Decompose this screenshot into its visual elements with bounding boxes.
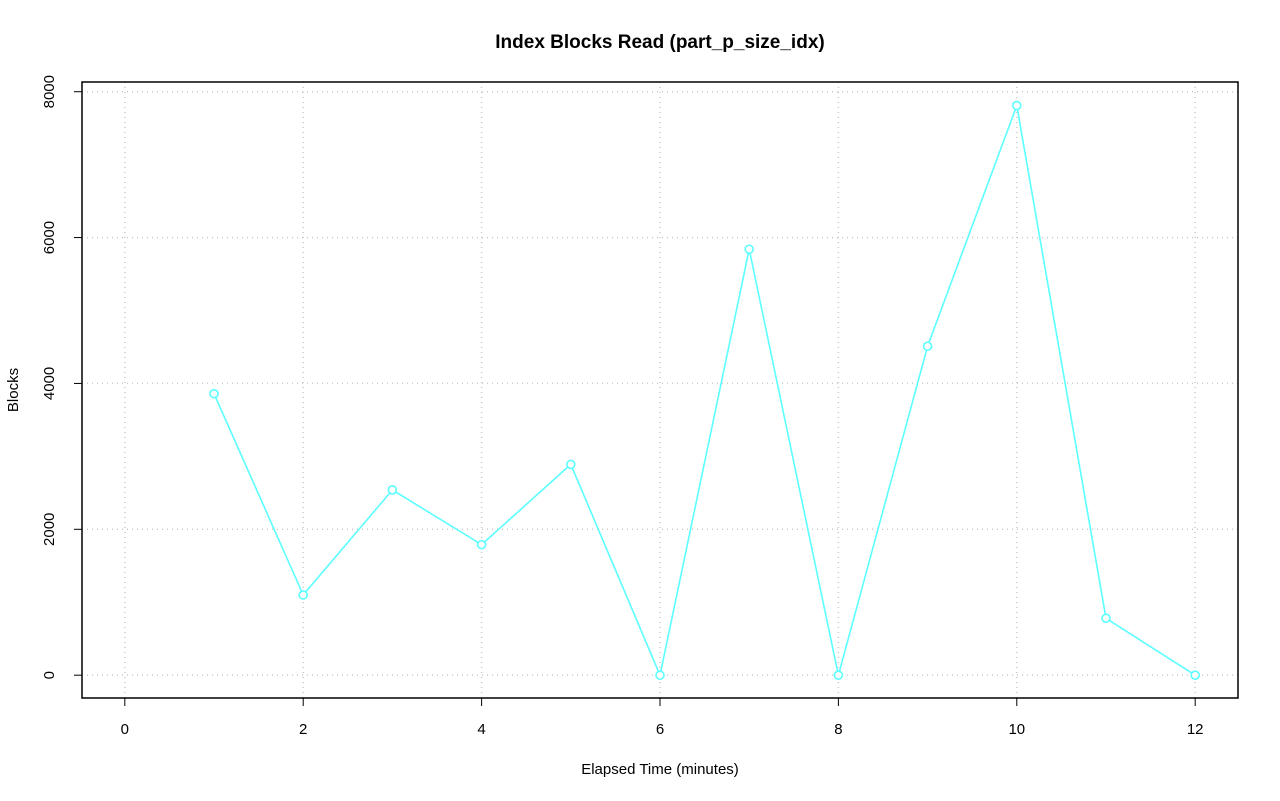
y-tick-label: 6000 [41,221,58,254]
x-tick-label: 2 [299,721,307,738]
y-axis-label: Blocks [5,368,22,412]
data-point [1190,670,1200,680]
data-point [387,485,398,495]
y-tick-label: 2000 [41,513,58,546]
x-tick-label: 12 [1187,721,1204,738]
data-point [1011,100,1022,111]
plot-frame [81,81,1239,699]
data-point [833,670,844,680]
x-tick-label: 0 [121,721,129,738]
y-tick-label: 8000 [41,75,58,108]
x-axis-label: Elapsed Time (minutes) [581,761,739,778]
data-point [655,670,665,680]
x-tick-label: 6 [656,721,664,738]
data-point [922,341,933,352]
x-tick-label: 10 [1008,721,1025,738]
data-point [476,539,487,550]
data-point [566,459,576,470]
y-tick-label: 0 [41,671,58,679]
data-point [298,590,309,600]
data-point [1101,613,1111,624]
chart-title: Index Blocks Read (part_p_size_idx) [495,32,824,53]
data-line [213,102,1196,678]
data-point [744,244,754,255]
y-tick-label: 4000 [41,367,58,400]
data-point [209,388,219,399]
x-tick-label: 4 [477,721,485,738]
x-tick-label: 8 [834,721,842,738]
